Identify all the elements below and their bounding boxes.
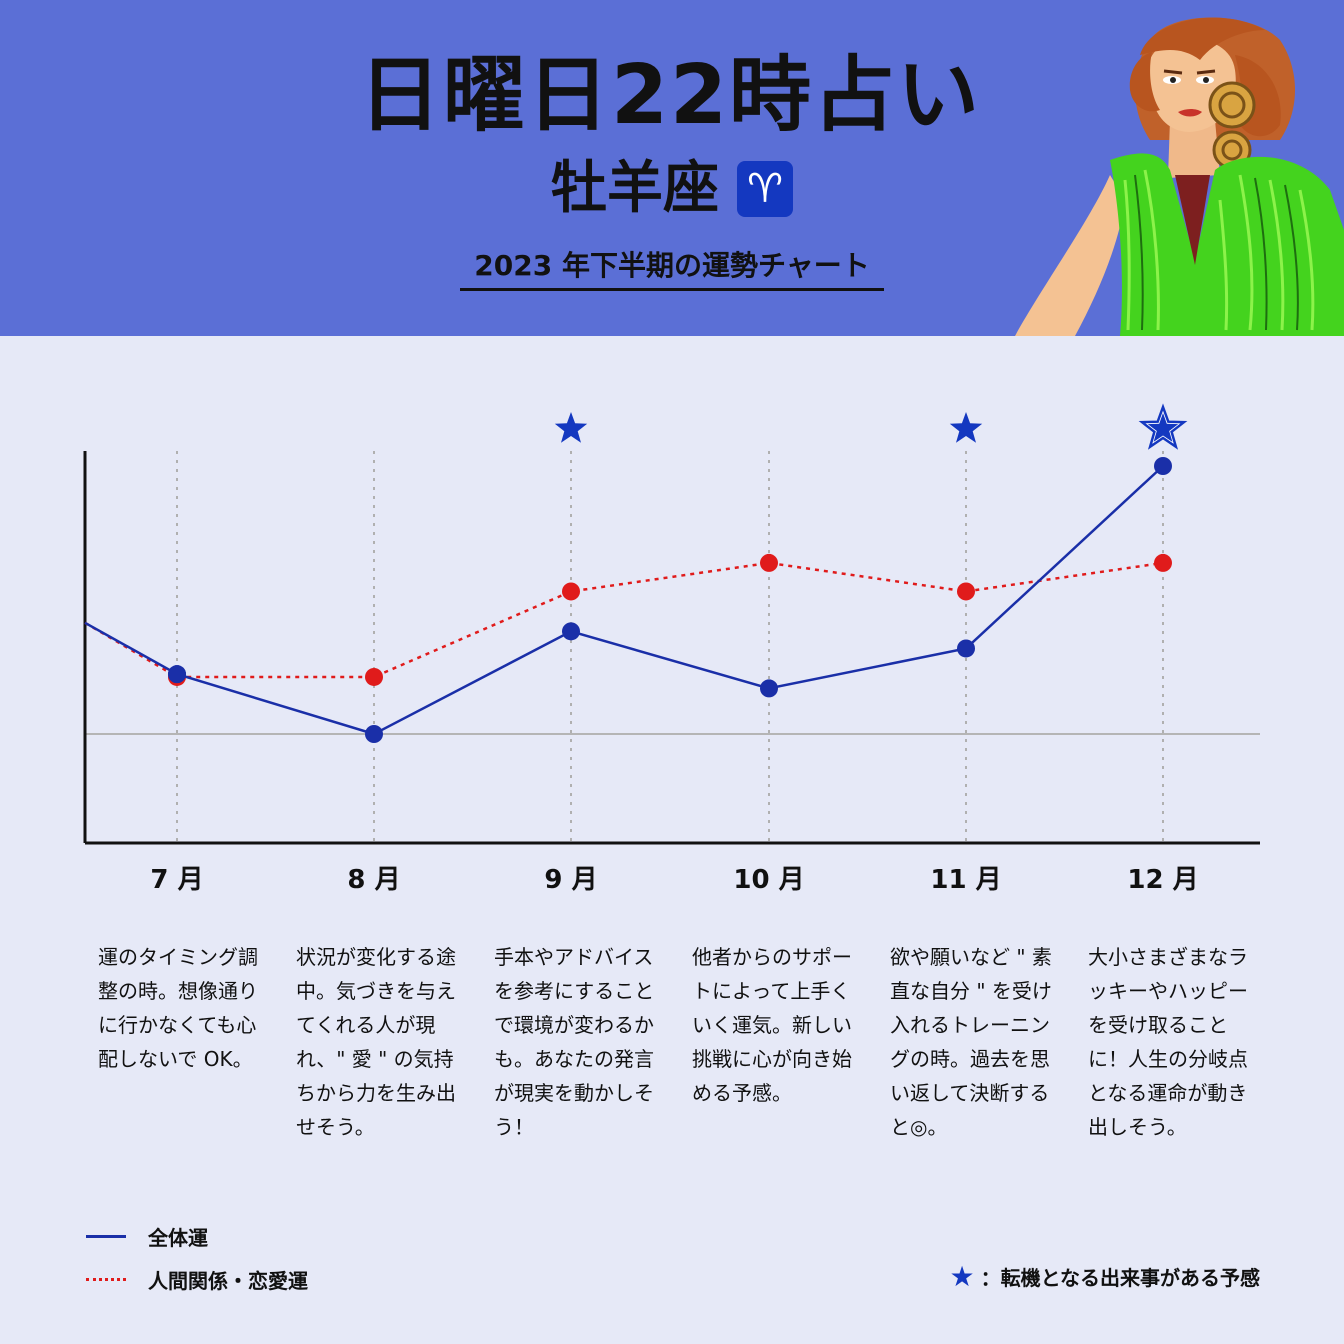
fortune-line-chart xyxy=(83,403,1260,845)
page-title: 日曜日22時占い xyxy=(358,48,982,143)
month-label-august: 8 月 xyxy=(347,865,401,895)
month-labels: 7 月 8 月 9 月 10 月 11 月 12 月 xyxy=(0,860,1344,900)
woman-illustration xyxy=(1015,17,1344,336)
star-marker-2 xyxy=(554,412,588,443)
note-december: 大小さまざまなラッキーやハッピーを受け取ることに！人生の分岐点となる運命が動き出… xyxy=(1088,945,1248,1139)
point-overall-2 xyxy=(562,622,580,641)
legend-star-label: ：転機となる出来事がある予感 xyxy=(980,1266,1260,1290)
note-september: 手本やアドバイスを参考にすることで環境が変わるかも。あなたの発言が現実を動かしそ… xyxy=(494,945,655,1139)
star-marker-5 xyxy=(1147,413,1179,442)
legend-relationship: 人間関係・恋愛運 xyxy=(86,1265,308,1294)
point-overall-4 xyxy=(957,639,975,658)
chart-caption: 2023 年下半期の運勢チャート xyxy=(460,246,884,291)
legend-overall-label: 全体運 xyxy=(148,1226,208,1250)
aries-icon: ♈ xyxy=(737,161,793,217)
series-line-overall xyxy=(84,465,1164,736)
note-october: 他者からのサポートによって上手くいく運気。新しい挑戦に心が向き始める予感。 xyxy=(692,945,852,1105)
series-line-relationship xyxy=(84,561,1164,679)
legend-relationship-label: 人間関係・恋愛運 xyxy=(148,1269,308,1293)
point-relationship-5 xyxy=(1154,553,1172,572)
sign-name: 牡羊座 xyxy=(551,156,719,221)
note-august: 状況が変化する途中。気づきを与えてくれる人が現れ、" 愛 " の気持ちから力を生… xyxy=(296,945,456,1139)
header-banner: 日曜日22時占い 牡羊座 ♈ 2023 年下半期の運勢チャート xyxy=(0,0,1344,336)
month-label-december: 12 月 xyxy=(1127,865,1199,895)
note-november: 欲や願いなど " 素直な自分 " を受け入れるトレーニングの時。過去を思い返して… xyxy=(890,945,1052,1139)
legend-dotted-line xyxy=(86,1278,126,1281)
star-icon: ★ xyxy=(949,1259,975,1293)
month-label-september: 9 月 xyxy=(544,865,598,895)
month-label-july: 7 月 xyxy=(150,865,204,895)
month-label-november: 11 月 xyxy=(930,865,1002,895)
month-label-october: 10 月 xyxy=(733,865,805,895)
point-overall-0-top xyxy=(168,665,186,684)
star-marker-4 xyxy=(949,412,983,443)
point-relationship-2 xyxy=(562,582,580,601)
legend-star: ★ ：転機となる出来事がある予感 xyxy=(949,1262,1260,1291)
sign-row: 牡羊座 ♈ xyxy=(0,154,1344,224)
legend-solid-line xyxy=(86,1235,126,1238)
point-relationship-4 xyxy=(957,582,975,601)
note-july: 運のタイミング調整の時。想像通りに行かなくても心配しないで OK。 xyxy=(98,945,258,1071)
point-relationship-1 xyxy=(365,667,383,686)
point-overall-1 xyxy=(365,725,383,743)
point-overall-3 xyxy=(760,679,778,698)
legend-overall: 全体運 xyxy=(86,1222,208,1251)
point-relationship-3 xyxy=(760,553,778,572)
point-overall-5 xyxy=(1154,457,1172,475)
